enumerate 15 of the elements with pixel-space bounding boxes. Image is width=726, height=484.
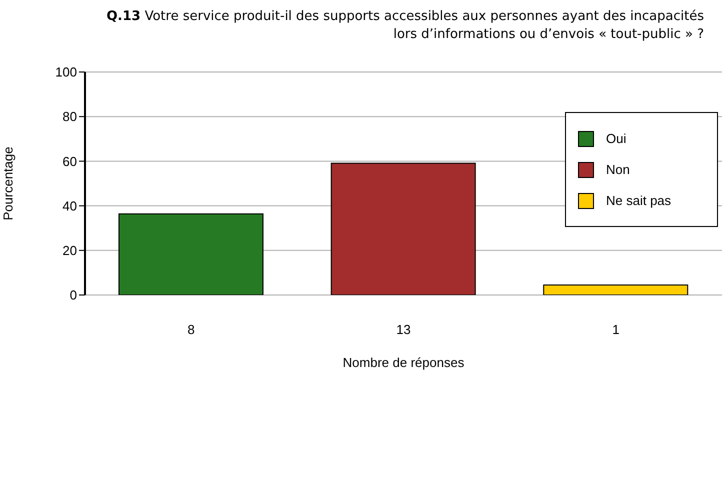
x-tick-label: 13 [396,322,411,338]
y-tick-label: 80 [62,109,77,124]
y-axis-title: Pourcentage [0,146,16,220]
x-axis-title: Nombre de réponses [342,355,465,370]
y-tick-label: 100 [55,64,77,80]
legend-label: Non [606,162,630,177]
y-tick-label: 60 [62,154,77,169]
y-tick-label: 40 [62,198,77,214]
y-tick-label: 20 [62,243,77,258]
chart-title: Q.13 Votre service produit-il des supports accessibles aux personnes ayant des incapacités lors d’informations ou d’envois « tout-public » ? [105,8,704,44]
legend-label: Ne sait pas [606,193,672,208]
legend-label: Oui [606,131,626,146]
x-tick-label: 1 [612,322,620,338]
x-tick-label: 8 [188,322,195,338]
y-tick-label: 0 [70,288,77,303]
